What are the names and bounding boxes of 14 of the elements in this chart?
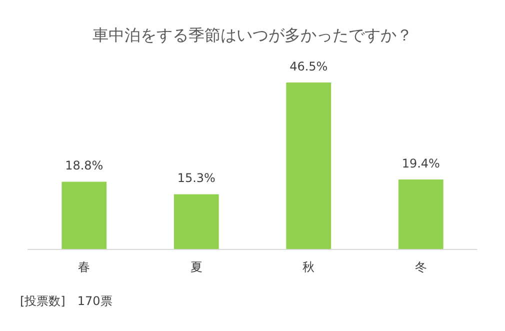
data-label: 19.4%	[402, 156, 440, 171]
data-label: 46.5%	[290, 60, 328, 74]
bar	[398, 180, 444, 249]
bar	[62, 182, 107, 249]
x-tick-label: 秋	[302, 260, 315, 274]
bar	[174, 194, 219, 249]
data-label: 18.8%	[65, 158, 104, 173]
x-tick-label: 夏	[190, 260, 202, 274]
chart-title: 車中泊をする季節はいつが多かったですか？	[92, 26, 412, 44]
text: [投票数] 170票	[20, 294, 112, 308]
bar	[286, 82, 332, 249]
x-tick-label: 冬	[414, 260, 427, 274]
data-label: 15.3%	[177, 171, 216, 186]
x-tick-label: 春	[78, 260, 90, 274]
